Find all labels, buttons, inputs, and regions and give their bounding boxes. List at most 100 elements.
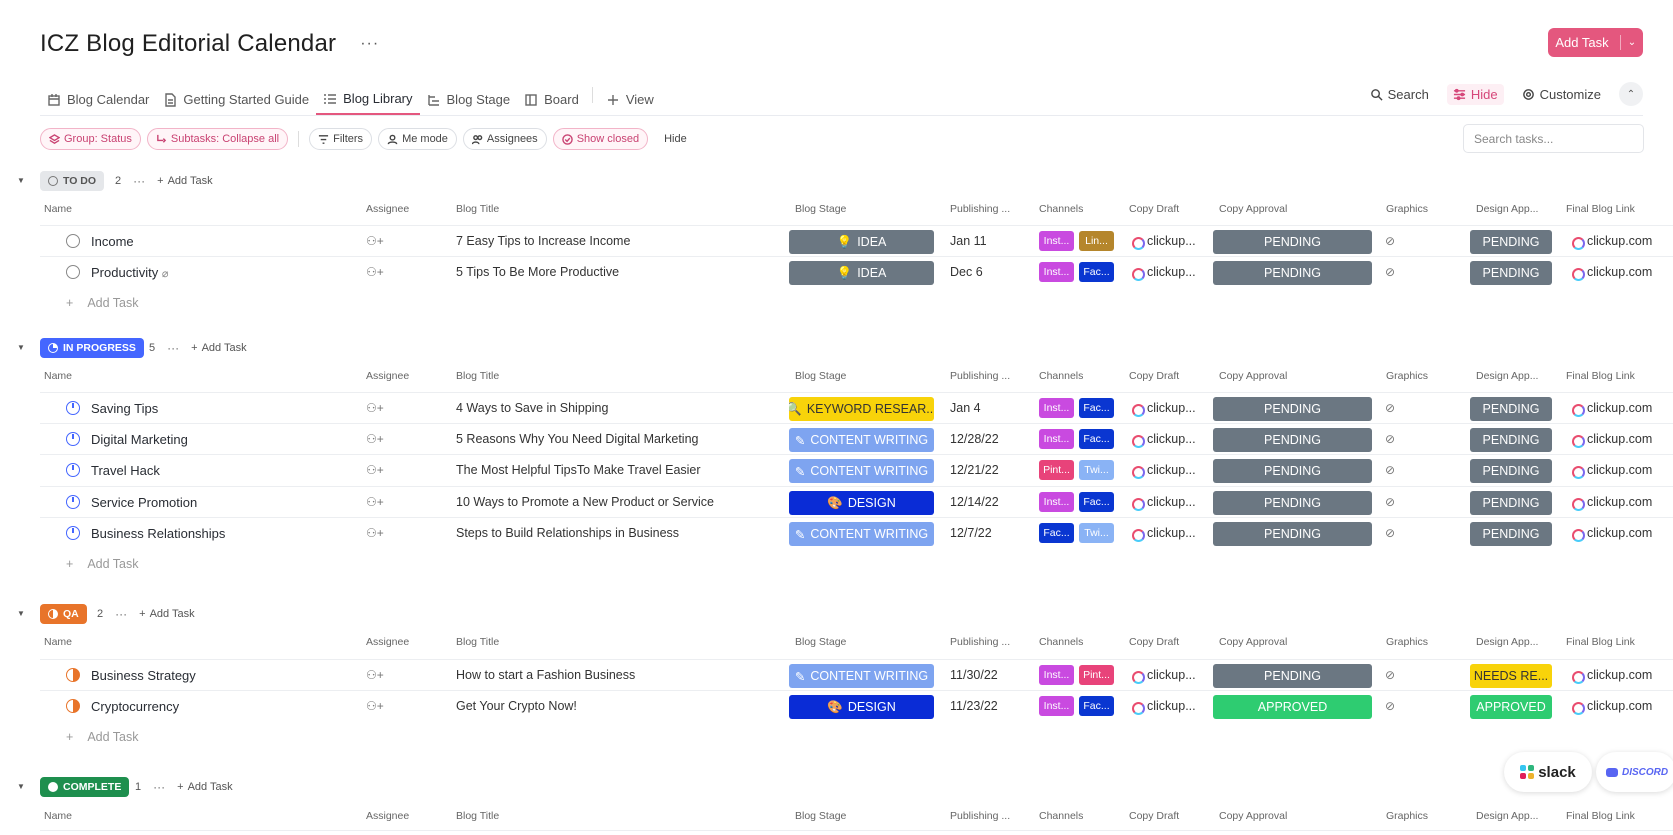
final-blog-link[interactable]: clickup.com <box>1572 526 1652 542</box>
status-circle-icon[interactable] <box>66 463 80 477</box>
task-name[interactable]: Travel Hack <box>91 463 160 478</box>
copy-approval-badge[interactable]: PENDING <box>1213 230 1372 254</box>
group-more-button[interactable]: ··· <box>153 780 166 794</box>
collapse-header-button[interactable]: ⌃ <box>1619 82 1643 106</box>
task-name[interactable]: Income <box>91 234 134 249</box>
channel-tag[interactable]: Inst... <box>1039 231 1074 251</box>
final-blog-link[interactable]: clickup.com <box>1572 234 1652 250</box>
final-blog-link[interactable]: clickup.com <box>1572 668 1652 684</box>
design-approval-badge[interactable]: NEEDS RE... <box>1470 664 1552 688</box>
col-blog-stage[interactable]: Blog Stage <box>795 636 847 648</box>
group-add-task-button[interactable]: + Add Task <box>191 342 247 354</box>
copy-draft-link[interactable]: clickup... <box>1132 526 1196 542</box>
show-closed-chip[interactable]: Show closed <box>552 128 649 150</box>
group-add-task-button[interactable]: + Add Task <box>139 608 195 620</box>
table-row[interactable]: Cryptocurrency ⚇+ Get Your Crypto Now! 🎨… <box>40 690 1673 721</box>
assignees-chip[interactable]: Assignees <box>462 128 547 150</box>
add-assignee-icon[interactable]: ⚇+ <box>366 265 384 279</box>
group-collapse-caret[interactable]: ▼ <box>17 176 25 185</box>
task-name[interactable]: Saving Tips <box>91 401 159 416</box>
attachment-icon[interactable]: ⊘ <box>1385 699 1396 713</box>
copy-draft-link[interactable]: clickup... <box>1132 432 1196 448</box>
col-blog-title[interactable]: Blog Title <box>456 370 500 382</box>
design-approval-badge[interactable]: PENDING <box>1470 397 1552 421</box>
blog-stage-badge[interactable]: 🎨 DESIGN <box>789 491 934 515</box>
task-name[interactable]: Business Strategy <box>91 668 196 683</box>
status-circle-icon[interactable] <box>66 265 80 279</box>
col-design-approval[interactable]: Design App... <box>1476 636 1539 648</box>
design-approval-badge[interactable]: PENDING <box>1470 459 1552 483</box>
status-badge-todo[interactable]: TO DO <box>40 171 105 191</box>
table-row[interactable]: Travel Hack ⚇+ The Most Helpful TipsTo M… <box>40 454 1673 485</box>
me-mode-chip[interactable]: Me mode <box>378 128 457 150</box>
add-assignee-icon[interactable]: ⚇+ <box>366 699 384 713</box>
copy-approval-badge[interactable]: PENDING <box>1213 428 1372 452</box>
design-approval-badge[interactable]: PENDING <box>1470 261 1552 285</box>
blog-stage-badge[interactable]: 🎨 DESIGN <box>789 695 934 719</box>
attachment-icon[interactable]: ⊘ <box>1385 265 1396 279</box>
blog-title-cell[interactable]: 7 Easy Tips to Increase Income <box>456 234 631 248</box>
col-publishing[interactable]: Publishing ... <box>950 203 1011 215</box>
chevron-down-icon[interactable]: ⌄ <box>1627 37 1637 48</box>
final-blog-link[interactable]: clickup.com <box>1572 495 1652 511</box>
channel-tag[interactable]: Pint... <box>1079 665 1114 685</box>
group-more-button[interactable]: ··· <box>133 174 146 188</box>
col-design-approval[interactable]: Design App... <box>1476 203 1539 215</box>
group-more-button[interactable]: ··· <box>115 607 128 621</box>
group-add-task-button[interactable]: + Add Task <box>157 175 213 187</box>
customize-button[interactable]: Customize <box>1522 87 1601 102</box>
design-approval-badge[interactable]: APPROVED <box>1470 695 1552 719</box>
channel-tag[interactable]: Inst... <box>1039 262 1074 282</box>
attachment-icon[interactable]: ⊘ <box>1385 526 1396 540</box>
col-copy-approval[interactable]: Copy Approval <box>1219 370 1288 382</box>
blog-title-cell[interactable]: 4 Ways to Save in Shipping <box>456 401 609 415</box>
channel-tag[interactable]: Fac... <box>1079 429 1114 449</box>
design-approval-badge[interactable]: PENDING <box>1470 428 1552 452</box>
group-collapse-caret[interactable]: ▼ <box>17 609 25 618</box>
attachment-icon[interactable]: ⊘ <box>1385 432 1396 446</box>
final-blog-link[interactable]: clickup.com <box>1572 432 1652 448</box>
add-assignee-icon[interactable]: ⚇+ <box>366 401 384 415</box>
add-task-button[interactable]: Add Task ⌄ <box>1548 28 1643 57</box>
attachment-icon[interactable]: ⊘ <box>1385 463 1396 477</box>
publishing-date[interactable]: Dec 6 <box>950 265 983 279</box>
blog-stage-badge[interactable]: 🔍 KEYWORD RESEAR... <box>789 397 934 421</box>
add-assignee-icon[interactable]: ⚇+ <box>366 234 384 248</box>
blog-title-cell[interactable]: Steps to Build Relationships in Business <box>456 526 680 540</box>
publishing-date[interactable]: 11/30/22 <box>950 668 998 682</box>
status-badge-complete[interactable]: COMPLETE <box>40 777 130 797</box>
table-row[interactable]: Business Relationships ⚇+ Steps to Build… <box>40 517 1673 548</box>
more-options-button[interactable]: ··· <box>360 35 380 52</box>
blog-stage-badge[interactable]: ✎ CONTENT WRITING <box>789 664 934 688</box>
status-circle-icon[interactable] <box>66 668 80 682</box>
subtasks-chip[interactable]: Subtasks: Collapse all <box>146 128 289 150</box>
final-blog-link[interactable]: clickup.com <box>1572 699 1652 715</box>
col-assignee[interactable]: Assignee <box>366 370 410 382</box>
col-publishing[interactable]: Publishing ... <box>950 636 1011 648</box>
col-final-link[interactable]: Final Blog Link <box>1566 370 1635 382</box>
publishing-date[interactable]: 12/21/22 <box>950 463 999 477</box>
blog-stage-badge[interactable]: 💡 IDEA <box>789 261 934 285</box>
tab-getting-started-guide[interactable]: Getting Started Guide <box>156 78 316 115</box>
copy-approval-badge[interactable]: PENDING <box>1213 261 1372 285</box>
channel-tag[interactable]: Twi... <box>1079 523 1114 543</box>
channel-tag[interactable]: Inst... <box>1039 696 1074 716</box>
col-assignee[interactable]: Assignee <box>366 636 410 648</box>
task-name[interactable]: Service Promotion <box>91 495 198 510</box>
task-name[interactable]: Cryptocurrency <box>91 699 180 714</box>
copy-draft-link[interactable]: clickup... <box>1132 265 1196 281</box>
copy-draft-link[interactable]: clickup... <box>1132 495 1196 511</box>
copy-draft-link[interactable]: clickup... <box>1132 463 1196 479</box>
tab-board[interactable]: Board <box>517 78 586 115</box>
add-task-row[interactable]: + Add Task <box>66 557 139 571</box>
final-blog-link[interactable]: clickup.com <box>1572 265 1652 281</box>
col-publishing[interactable]: Publishing ... <box>950 810 1011 822</box>
discord-button[interactable]: DISCORD <box>1596 752 1673 792</box>
tab-blog-library[interactable]: Blog Library <box>316 78 420 115</box>
col-copy-approval[interactable]: Copy Approval <box>1219 810 1288 822</box>
channel-tag[interactable]: Fac... <box>1079 262 1114 282</box>
channel-tag[interactable]: Pint... <box>1039 460 1074 480</box>
copy-draft-link[interactable]: clickup... <box>1132 234 1196 250</box>
col-design-approval[interactable]: Design App... <box>1476 370 1539 382</box>
col-channels[interactable]: Channels <box>1039 370 1084 382</box>
